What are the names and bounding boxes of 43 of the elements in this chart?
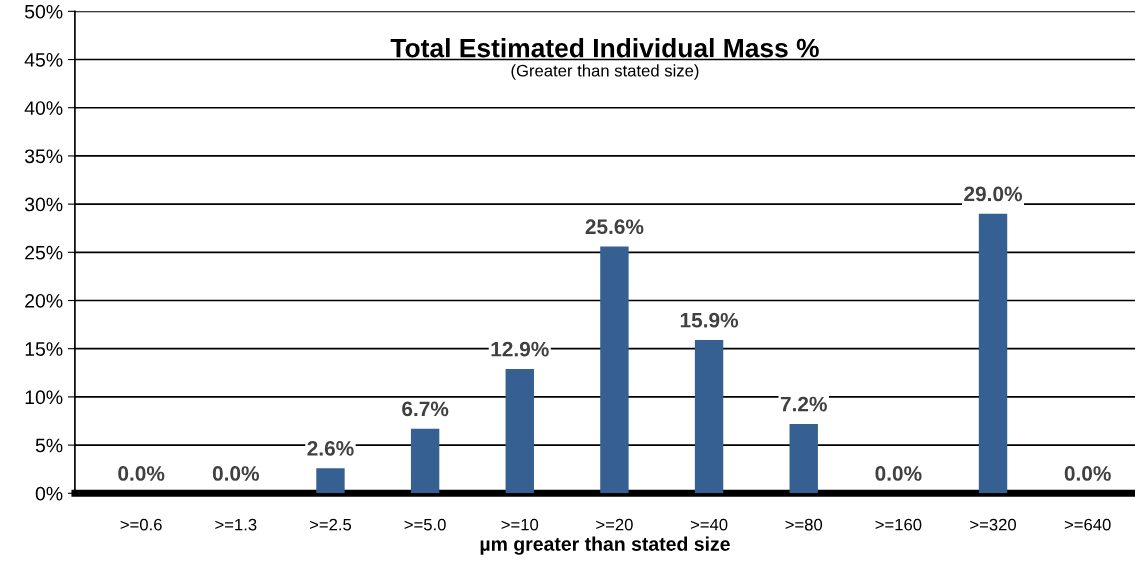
x-tick-label: >=160 — [875, 518, 922, 531]
data-label: 15.9% — [680, 312, 739, 328]
y-tick-label: 0% — [35, 486, 63, 501]
bar — [694, 340, 724, 494]
data-label: 12.9% — [491, 341, 549, 357]
y-tick-label: 10% — [25, 390, 63, 405]
bar — [789, 423, 818, 494]
x-tick-label: >=1.3 — [215, 518, 257, 531]
data-label: 0.0% — [118, 466, 165, 481]
y-tick-label: 40% — [24, 101, 63, 115]
y-tick-label: 45% — [24, 53, 63, 67]
y-tick-label: 25% — [25, 245, 63, 260]
data-label: 25.6% — [585, 219, 644, 235]
y-tick-label: 20% — [25, 293, 63, 308]
x-tick-label: >=5.0 — [404, 518, 446, 531]
bar — [505, 368, 534, 494]
x-tick-label: >=80 — [785, 518, 823, 531]
text: Total Estimated Individual Mass % — [390, 38, 819, 58]
x-tick-label: >=640 — [1064, 518, 1111, 531]
x-axis-title: µm greater than stated size — [480, 536, 730, 555]
y-tick-label: 15% — [25, 342, 63, 356]
bar — [410, 428, 440, 494]
data-label: 0.0% — [212, 466, 260, 481]
data-label: 29.0% — [964, 186, 1023, 202]
x-tick-label: >=2.5 — [309, 518, 352, 531]
y-tick-label: 50% — [24, 4, 63, 19]
x-tick-label: >=20 — [596, 518, 633, 531]
data-label: 7.2% — [780, 396, 827, 412]
bar — [316, 468, 345, 494]
data-label: 0.0% — [875, 466, 922, 481]
x-tick-label: >=0.6 — [120, 518, 162, 531]
y-tick-label: 5% — [35, 438, 63, 453]
bar — [978, 213, 1008, 494]
x-tick-label: >=10 — [501, 518, 539, 531]
data-label: 2.6% — [307, 441, 354, 456]
data-label: 6.7% — [402, 401, 449, 417]
y-tick-label: 35% — [24, 149, 63, 164]
text: (Greater than stated size) — [511, 64, 699, 80]
y-tick-label: 30% — [24, 197, 63, 212]
data-label: 0.0% — [1064, 466, 1111, 481]
bar — [600, 246, 629, 494]
x-tick-label: >=40 — [690, 518, 728, 531]
x-tick-label: >=320 — [970, 518, 1017, 531]
